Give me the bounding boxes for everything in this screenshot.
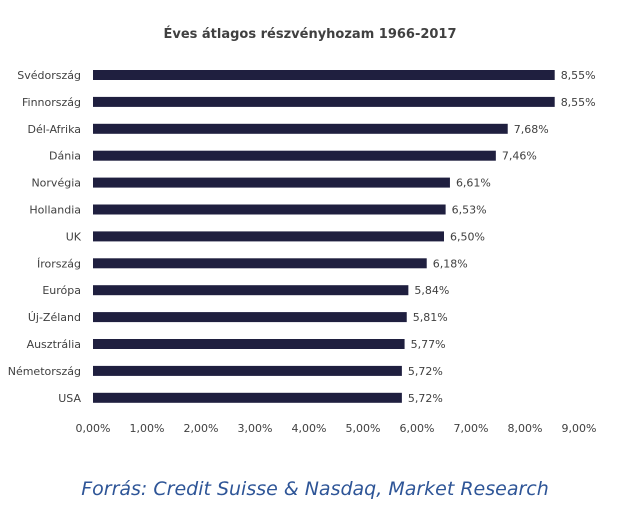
category-label: Új-Zéland [28, 311, 81, 324]
x-tick-label: 5,00% [346, 422, 381, 435]
data-label: 7,46% [502, 150, 537, 163]
category-label: Norvégia [31, 177, 81, 190]
data-label: 5,81% [413, 311, 448, 324]
x-tick-label: 2,00% [184, 422, 219, 435]
category-label: USA [58, 392, 81, 405]
data-label: 5,72% [408, 365, 443, 378]
bar [93, 312, 407, 323]
x-tick-label: 9,00% [562, 422, 597, 435]
bars-group [93, 70, 555, 403]
bar [93, 392, 402, 403]
x-tick-label: 1,00% [130, 422, 165, 435]
data-label: 7,68% [514, 123, 549, 136]
category-label: Európa [42, 284, 81, 297]
x-tick-label: 0,00% [76, 422, 111, 435]
bar [93, 123, 508, 134]
bar [93, 231, 444, 242]
category-label: Dánia [49, 150, 81, 163]
data-label: 6,53% [452, 204, 487, 217]
bar [93, 96, 555, 107]
bar-chart: Éves átlagos részvényhozam 1966-2017 Své… [8, 26, 597, 435]
data-labels-group: 8,55% 8,55% 7,68% 7,46% 6,61% 6,53% 6,50% 6,18%… [408, 69, 596, 405]
x-tick-label: 6,00% [400, 422, 435, 435]
bar [93, 150, 496, 161]
data-label: 6,61% [456, 177, 491, 190]
bar [93, 70, 555, 80]
bar [93, 258, 427, 269]
category-label: Finnország [22, 96, 81, 109]
source-caption: Forrás: Credit Suisse & Nasdaq, Market R… [81, 478, 549, 500]
data-label: 6,18% [433, 257, 468, 270]
x-tick-label: 8,00% [508, 422, 543, 435]
category-label: Svédország [17, 69, 81, 82]
bar [93, 339, 405, 349]
category-labels-group: Svédország Finnország Dél-Afrika Dánia Norvé… [8, 69, 82, 405]
data-label: 6,50% [450, 230, 485, 243]
category-label: Írország [37, 257, 81, 270]
bar [93, 365, 402, 376]
bar [93, 204, 446, 215]
category-label: Ausztrália [27, 338, 81, 351]
x-tick-label: 3,00% [238, 422, 273, 435]
bar [93, 177, 450, 188]
x-tick-label: 4,00% [292, 422, 327, 435]
x-tick-label: 7,00% [454, 422, 489, 435]
bar [93, 285, 409, 296]
x-tick-labels-group: 0,00% 1,00% 2,00% 3,00% 4,00% 5,00% 6,00% 7,00%… [76, 422, 597, 435]
data-label: 8,55% [561, 69, 596, 82]
data-label: 5,72% [408, 392, 443, 405]
category-label: Hollandia [29, 204, 81, 217]
data-label: 8,55% [561, 96, 596, 109]
data-label: 5,77% [411, 338, 446, 351]
chart-title: Éves átlagos részvényhozam 1966-2017 [163, 26, 456, 42]
category-label: Dél-Afrika [27, 123, 81, 136]
category-label: Németország [8, 365, 81, 378]
category-label: UK [66, 230, 82, 243]
data-label: 5,84% [414, 284, 449, 297]
